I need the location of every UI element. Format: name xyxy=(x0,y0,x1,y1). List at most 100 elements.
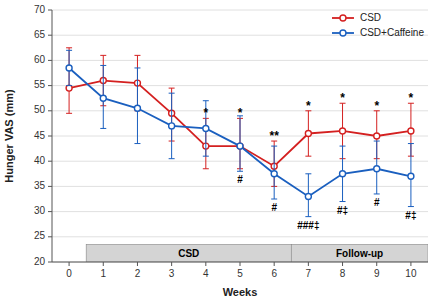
y-tick xyxy=(48,161,52,162)
x-tick-label: 10 xyxy=(405,268,417,279)
point xyxy=(271,171,277,177)
error-bar xyxy=(169,93,175,159)
hash-annotation: # xyxy=(271,202,277,213)
plot-data xyxy=(66,48,428,262)
y-tick xyxy=(48,110,52,111)
x-tick xyxy=(171,262,172,266)
phase-band xyxy=(291,244,428,262)
series-line xyxy=(69,68,411,197)
x-tick xyxy=(240,262,241,266)
point xyxy=(237,143,243,149)
y-tick-label: 30 xyxy=(34,205,46,216)
series xyxy=(66,48,414,187)
hash-annotation: #‡ xyxy=(337,205,348,216)
star-annotation: * xyxy=(340,91,345,105)
error-bar xyxy=(408,144,414,207)
phase-label: CSD xyxy=(178,248,199,259)
grid-line xyxy=(52,85,428,86)
y-tick-label: 55 xyxy=(34,79,46,90)
hash-annotation: #‡ xyxy=(405,210,416,221)
point xyxy=(340,171,346,177)
error-bar xyxy=(271,146,277,199)
x-tick-label: 3 xyxy=(169,268,175,279)
error-bar xyxy=(340,146,346,201)
grid-line xyxy=(52,10,428,11)
series xyxy=(66,50,414,216)
y-tick xyxy=(48,10,52,11)
y-tick-label: 70 xyxy=(34,4,46,15)
x-tick xyxy=(69,262,70,266)
point xyxy=(374,166,380,172)
star-annotation: * xyxy=(238,106,243,120)
x-tick-label: 0 xyxy=(66,268,72,279)
legend-label: CSD+Caffeine xyxy=(360,27,424,38)
x-tick xyxy=(410,262,411,266)
y-axis-line xyxy=(52,10,53,262)
point xyxy=(408,173,414,179)
y-tick xyxy=(48,236,52,237)
point xyxy=(408,128,414,134)
point xyxy=(340,128,346,134)
y-tick-label: 35 xyxy=(34,180,46,191)
star-annotation: * xyxy=(306,99,311,113)
error-bar xyxy=(134,68,140,144)
x-tick xyxy=(308,262,309,266)
y-tick xyxy=(48,60,52,61)
star-annotation: * xyxy=(409,91,414,105)
x-tick xyxy=(376,262,377,266)
x-tick xyxy=(103,262,104,266)
point xyxy=(237,143,243,149)
y-tick-label: 20 xyxy=(34,256,46,267)
x-tick xyxy=(342,262,343,266)
phase-band xyxy=(86,244,291,262)
error-bar xyxy=(305,111,311,156)
x-tick-label: 2 xyxy=(135,268,141,279)
error-bar xyxy=(203,101,209,156)
star-annotation: * xyxy=(203,106,208,120)
y-tick xyxy=(48,211,52,212)
y-tick-label: 25 xyxy=(34,230,46,241)
x-tick-label: 5 xyxy=(237,268,243,279)
x-tick-label: 7 xyxy=(306,268,312,279)
x-axis-label: Weeks xyxy=(223,286,258,298)
point xyxy=(169,123,175,129)
hash-annotation: # xyxy=(374,197,380,208)
point xyxy=(203,125,209,131)
y-tick xyxy=(48,85,52,86)
point xyxy=(66,65,72,71)
y-tick xyxy=(48,35,52,36)
y-axis-label: Hunger VAS (mm) xyxy=(3,89,15,183)
y-tick-label: 50 xyxy=(34,104,46,115)
grid-line xyxy=(52,211,428,212)
point xyxy=(100,95,106,101)
point xyxy=(305,130,311,136)
star-annotation: * xyxy=(374,99,379,113)
legend-label: CSD xyxy=(360,12,381,23)
error-bar xyxy=(237,116,243,171)
legend-marker xyxy=(340,30,346,36)
point xyxy=(134,105,140,111)
x-tick-label: 6 xyxy=(271,268,277,279)
legend: CSD CSD+Caffeine xyxy=(332,12,424,38)
y-tick xyxy=(48,262,52,263)
y-tick-label: 40 xyxy=(34,155,46,166)
grid-line xyxy=(52,262,428,263)
x-tick xyxy=(274,262,275,266)
y-tick xyxy=(48,186,52,187)
x-tick xyxy=(137,262,138,266)
hash-annotation: ###‡ xyxy=(297,220,319,231)
error-bar xyxy=(374,141,380,194)
error-bar xyxy=(66,50,72,85)
y-tick-label: 45 xyxy=(34,130,46,141)
grid xyxy=(52,10,428,262)
x-tick xyxy=(205,262,206,266)
error-bar xyxy=(100,65,106,128)
error-bar xyxy=(305,174,311,217)
error-bar xyxy=(66,48,72,114)
y-tick-label: 60 xyxy=(34,54,46,65)
y-tick-label: 65 xyxy=(34,29,46,40)
grid-line xyxy=(52,186,428,187)
x-tick-label: 4 xyxy=(203,268,209,279)
grid-line xyxy=(52,60,428,61)
legend-marker xyxy=(340,15,346,21)
